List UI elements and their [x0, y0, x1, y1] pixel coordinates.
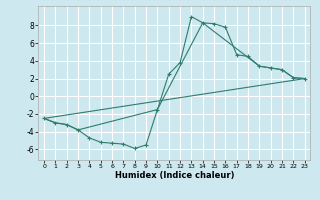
X-axis label: Humidex (Indice chaleur): Humidex (Indice chaleur): [115, 171, 234, 180]
